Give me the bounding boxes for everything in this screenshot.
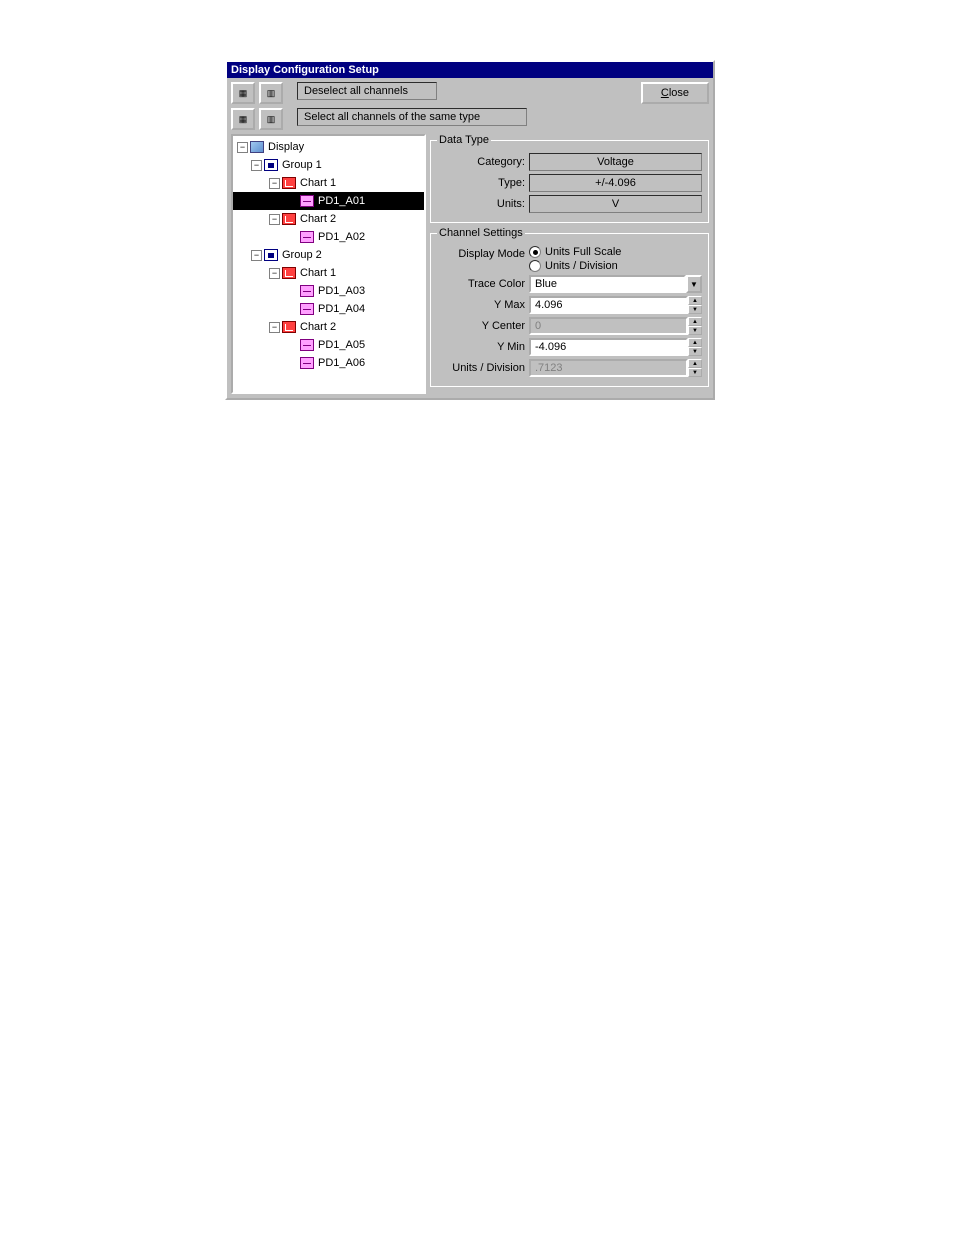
right-panel: Data Type Category: Voltage Type: +/-4.0… xyxy=(430,134,709,394)
trace-color-label: Trace Color xyxy=(437,278,529,290)
units-label: Units: xyxy=(437,198,529,210)
chart-icon xyxy=(282,177,296,189)
select-same-type-label: Select all channels of the same type xyxy=(297,108,527,126)
group-icon xyxy=(264,159,278,171)
channel-icon xyxy=(300,195,314,207)
channel-settings-group: Channel Settings Display Mode Units Full… xyxy=(430,227,709,387)
trace-color-select[interactable]: Blue xyxy=(529,275,686,293)
units-div-spinner: ▲▼ xyxy=(688,359,702,377)
expand-icon[interactable]: − xyxy=(269,268,280,279)
expand-icon[interactable]: − xyxy=(237,142,248,153)
radio-full-scale-label: Units Full Scale xyxy=(545,246,621,258)
ymax-input[interactable]: 4.096 xyxy=(529,296,688,314)
tree-panel[interactable]: − Display − Group 1 − Chart 1 xyxy=(231,134,426,394)
display-mode-radio-group: Units Full Scale Units / Division xyxy=(529,246,702,272)
channel-icon xyxy=(300,357,314,369)
all-channels-on-icon[interactable]: ▦ xyxy=(231,82,255,104)
radio-per-division[interactable] xyxy=(529,260,541,272)
dialog-body: ▦ ▥ Deselect all channels Close ▦ ▥ Sele… xyxy=(227,78,713,398)
radio-full-scale[interactable] xyxy=(529,246,541,258)
chart-icon xyxy=(282,267,296,279)
ymin-label: Y Min xyxy=(437,341,529,353)
ymax-spinner[interactable]: ▲▼ xyxy=(688,296,702,314)
channel-settings-legend: Channel Settings xyxy=(437,227,525,239)
category-label: Category: xyxy=(437,156,529,168)
toolbar-row-1: ▦ ▥ Deselect all channels Close xyxy=(231,82,709,104)
tree-chart[interactable]: − Chart 2 xyxy=(233,318,424,336)
display-icon xyxy=(250,141,264,153)
data-type-group: Data Type Category: Voltage Type: +/-4.0… xyxy=(430,134,709,223)
chart-icon xyxy=(282,213,296,225)
ymin-spinner[interactable]: ▲▼ xyxy=(688,338,702,356)
tree-channel-selected[interactable]: PD1_A01 xyxy=(233,192,424,210)
tree-chart[interactable]: − Chart 1 xyxy=(233,174,424,192)
ycenter-spinner: ▲▼ xyxy=(688,317,702,335)
ycenter-label: Y Center xyxy=(437,320,529,332)
tree-channel[interactable]: PD1_A05 xyxy=(233,336,424,354)
channel-icon xyxy=(300,303,314,315)
ymin-input[interactable]: -4.096 xyxy=(529,338,688,356)
tree-chart[interactable]: − Chart 2 xyxy=(233,210,424,228)
units-value: V xyxy=(529,195,702,213)
same-type-on-icon[interactable]: ▦ xyxy=(231,108,255,130)
display-mode-label: Display Mode xyxy=(437,246,529,260)
expand-icon[interactable]: − xyxy=(269,322,280,333)
tree-channel[interactable]: PD1_A03 xyxy=(233,282,424,300)
data-type-legend: Data Type xyxy=(437,134,491,146)
main-area: − Display − Group 1 − Chart 1 xyxy=(231,134,709,394)
category-value: Voltage xyxy=(529,153,702,171)
ymax-label: Y Max xyxy=(437,299,529,311)
channel-icon xyxy=(300,339,314,351)
deselect-all-label: Deselect all channels xyxy=(297,82,437,100)
tree-channel[interactable]: PD1_A06 xyxy=(233,354,424,372)
tree-group[interactable]: − Group 2 xyxy=(233,246,424,264)
tree-chart[interactable]: − Chart 1 xyxy=(233,264,424,282)
chart-icon xyxy=(282,321,296,333)
dialog-title: Display Configuration Setup xyxy=(231,64,379,76)
tree-channel[interactable]: PD1_A04 xyxy=(233,300,424,318)
close-button[interactable]: Close xyxy=(641,82,709,104)
expand-icon[interactable]: − xyxy=(251,160,262,171)
units-div-input: .7123 xyxy=(529,359,688,377)
type-value: +/-4.096 xyxy=(529,174,702,192)
tree-group[interactable]: − Group 1 xyxy=(233,156,424,174)
chevron-down-icon[interactable]: ▼ xyxy=(686,275,702,293)
expand-icon[interactable]: − xyxy=(269,214,280,225)
tree-channel[interactable]: PD1_A02 xyxy=(233,228,424,246)
expand-icon[interactable]: − xyxy=(269,178,280,189)
type-label: Type: xyxy=(437,177,529,189)
display-config-dialog: Display Configuration Setup ▦ ▥ Deselect… xyxy=(225,60,715,400)
channel-icon xyxy=(300,231,314,243)
expand-icon[interactable]: − xyxy=(251,250,262,261)
all-channels-off-icon[interactable]: ▥ xyxy=(259,82,283,104)
toolbar-row-2: ▦ ▥ Select all channels of the same type xyxy=(231,108,709,130)
ycenter-input: 0 xyxy=(529,317,688,335)
tree-root[interactable]: − Display xyxy=(233,138,424,156)
channel-icon xyxy=(300,285,314,297)
same-type-off-icon[interactable]: ▥ xyxy=(259,108,283,130)
dialog-titlebar: Display Configuration Setup xyxy=(227,62,713,78)
units-div-label: Units / Division xyxy=(437,362,529,374)
group-icon xyxy=(264,249,278,261)
radio-per-division-label: Units / Division xyxy=(545,260,618,272)
